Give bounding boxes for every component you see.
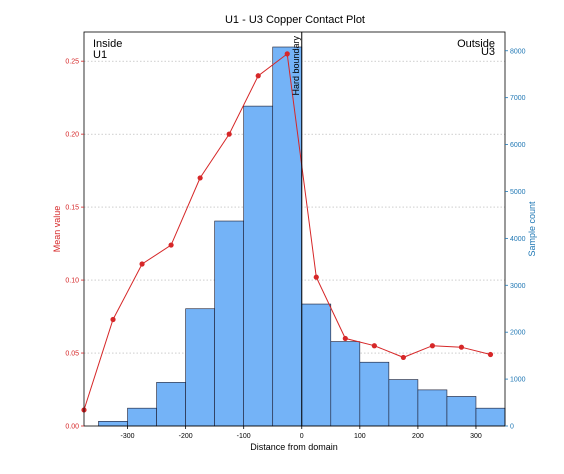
left-tick-label: 0.00 — [65, 424, 79, 431]
right-tick-label: 4000 — [510, 236, 526, 243]
left-axis-label: Mean value — [52, 206, 62, 253]
mean-value-point — [400, 354, 406, 361]
mean-value-point — [255, 73, 261, 79]
right-tick-label: 0 — [510, 424, 514, 431]
right-tick-label: 8000 — [510, 48, 526, 55]
histogram-bar — [214, 220, 244, 427]
outside-label: Outside — [457, 38, 495, 50]
plot-frame — [83, 31, 506, 427]
mean-value-point — [458, 344, 465, 350]
mean-value-series — [81, 51, 494, 413]
histogram-bar — [156, 382, 186, 427]
histogram-bar — [446, 396, 477, 427]
mean-value-point — [284, 51, 290, 57]
mean-value-point — [371, 343, 377, 349]
mean-value-point — [168, 242, 174, 248]
histogram-bar — [185, 308, 215, 427]
mean-value-point — [110, 316, 116, 323]
right-axis-label: Sample count — [527, 201, 537, 257]
x-tick-label: 200 — [412, 433, 424, 440]
mean-value-point — [487, 351, 494, 358]
histogram-bar — [98, 421, 128, 427]
right-axis-ticks: 0 1000 2000 3000 4000 5000 6000 7000 8000 — [505, 48, 526, 431]
histogram-bars — [98, 46, 506, 427]
hard-boundary-label: Hard boundary — [291, 36, 301, 96]
right-tick-label: 5000 — [510, 189, 526, 196]
left-tick-label: 0.15 — [65, 205, 79, 212]
histogram-bar — [475, 407, 506, 427]
mean-value-point — [226, 131, 232, 137]
x-tick-label: -300 — [121, 433, 135, 440]
left-tick-label: 0.20 — [65, 132, 79, 139]
mean-value-point — [139, 261, 145, 267]
left-tick-label: 0.10 — [65, 278, 79, 285]
histogram-bar — [417, 389, 448, 427]
x-axis-label: Distance from domain — [250, 442, 338, 452]
right-tick-label: 3000 — [510, 283, 526, 290]
inside-unit-label: U1 — [93, 49, 107, 61]
mean-value-point — [342, 335, 348, 342]
mean-value-point — [197, 175, 203, 181]
left-axis-ticks: 0.00 0.05 0.10 0.15 0.20 0.25 — [65, 59, 84, 431]
x-tick-label: -200 — [179, 433, 193, 440]
histogram-bar — [359, 361, 390, 427]
mean-value-point — [313, 274, 319, 280]
inside-label: Inside — [93, 38, 122, 50]
x-tick-label: 100 — [354, 433, 366, 440]
right-tick-label: 1000 — [510, 377, 526, 384]
histogram-bar — [301, 303, 332, 427]
histogram-bar — [243, 105, 274, 427]
histogram-bar — [330, 341, 361, 427]
right-tick-label: 7000 — [510, 95, 526, 102]
x-axis-ticks: -300 -200 -100 0 100 200 300 — [121, 426, 482, 440]
mean-value-point — [429, 343, 436, 349]
left-tick-label: 0.25 — [65, 59, 79, 66]
x-tick-label: -100 — [237, 433, 251, 440]
x-tick-label: 0 — [300, 433, 304, 440]
histogram-bar — [127, 407, 157, 427]
chart-title: U1 - U3 Copper Contact Plot — [225, 14, 365, 26]
left-tick-label: 0.05 — [65, 351, 79, 358]
right-tick-label: 2000 — [510, 330, 526, 337]
histogram-bar — [388, 379, 419, 427]
histogram-bar — [272, 46, 303, 427]
x-tick-label: 300 — [470, 433, 482, 440]
outside-unit-label: U3 — [481, 46, 495, 58]
right-tick-label: 6000 — [510, 142, 526, 149]
